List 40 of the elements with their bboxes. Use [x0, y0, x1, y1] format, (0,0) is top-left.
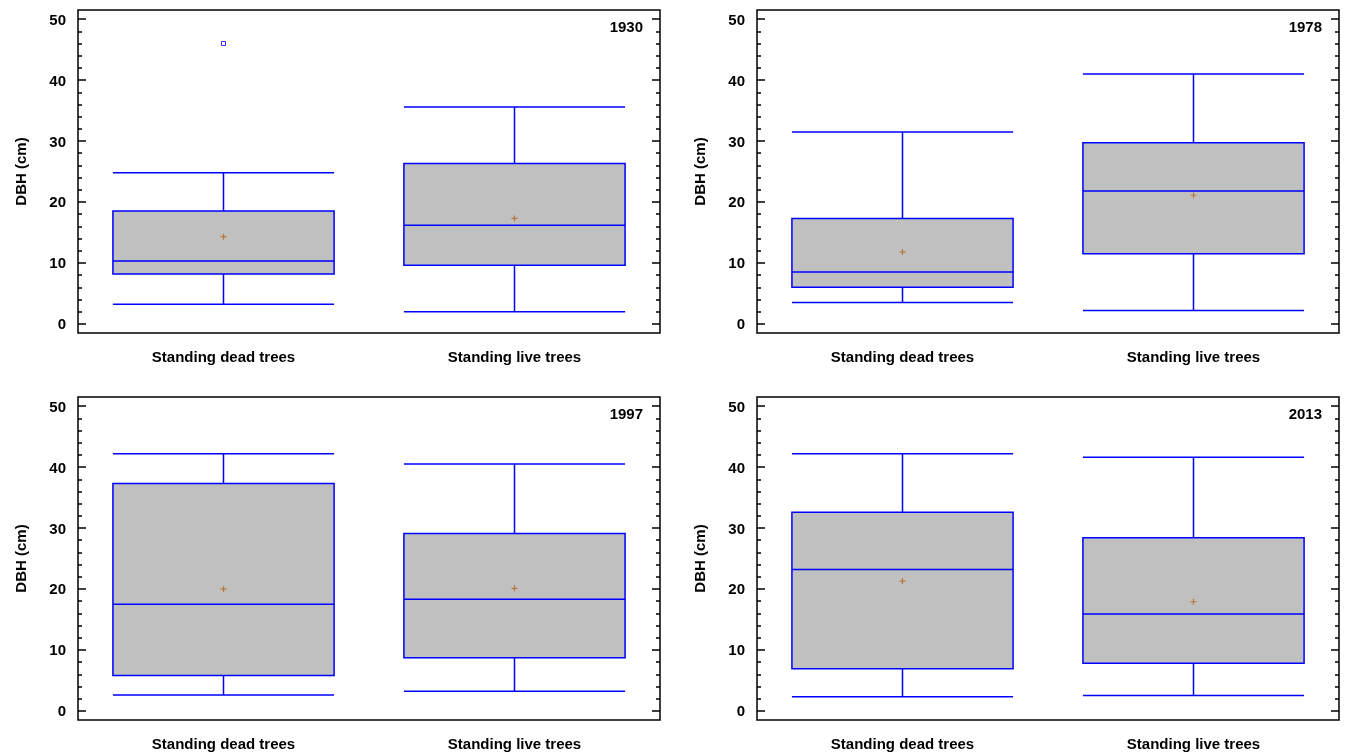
- y-axis-title: DBH (cm): [691, 524, 708, 593]
- text: 2013: [1288, 405, 1323, 422]
- y-tick-label: 30: [728, 519, 745, 537]
- y-tick-label: 10: [728, 641, 745, 659]
- y-tick-label: 0: [736, 315, 745, 333]
- y-tick-label: 40: [728, 458, 745, 476]
- y-tick-label: 50: [49, 10, 66, 28]
- x-tick-label: Standing live trees: [447, 348, 582, 365]
- text: 1978: [1288, 18, 1323, 35]
- y-axis-title: DBH (cm): [12, 137, 29, 206]
- y-axis-title: DBH (cm): [691, 137, 708, 206]
- y-tick-label: 30: [49, 132, 66, 150]
- y-tick-label: 0: [57, 315, 66, 333]
- y-tick-label: 40: [49, 71, 66, 89]
- text: 1997: [609, 405, 644, 422]
- y-tick-label: 40: [49, 458, 66, 476]
- y-tick-label: 0: [57, 702, 66, 720]
- x-tick-label: Standing dead trees: [151, 735, 296, 752]
- x-tick-label: Standing dead trees: [151, 348, 296, 365]
- y-tick-label: 20: [49, 193, 66, 211]
- y-axis-title: DBH (cm): [12, 524, 29, 593]
- y-tick-label: 0: [736, 702, 745, 720]
- x-tick-label: Standing live trees: [447, 735, 582, 752]
- y-tick-label: 40: [728, 71, 745, 89]
- text: 1930: [609, 18, 644, 35]
- y-tick-label: 30: [728, 132, 745, 150]
- y-tick-label: 10: [49, 641, 66, 659]
- y-tick-label: 50: [49, 397, 66, 415]
- y-tick-label: 10: [49, 254, 66, 272]
- y-tick-label: 20: [728, 193, 745, 211]
- x-tick-label: Standing dead trees: [830, 348, 975, 365]
- y-tick-label: 50: [728, 10, 745, 28]
- y-tick-label: 20: [49, 580, 66, 598]
- x-tick-label: Standing live trees: [1126, 348, 1261, 365]
- y-tick-label: 50: [728, 397, 745, 415]
- y-tick-label: 30: [49, 519, 66, 537]
- y-tick-label: 10: [728, 254, 745, 272]
- x-tick-label: Standing dead trees: [830, 735, 975, 752]
- x-tick-label: Standing live trees: [1126, 735, 1261, 752]
- y-tick-label: 20: [728, 580, 745, 598]
